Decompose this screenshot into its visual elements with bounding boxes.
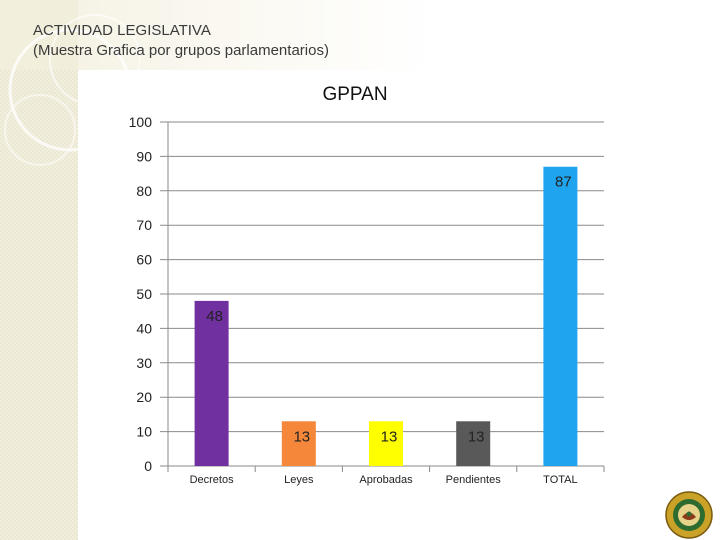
- data-label: 87: [555, 174, 572, 191]
- title-line-2: (Muestra Grafica por grupos parlamentari…: [33, 42, 329, 59]
- bar-leyes: [281, 421, 316, 466]
- y-tick-label: 100: [129, 114, 153, 130]
- slide-title: ACTIVIDAD LEGISLATIVA (Muestra Grafica p…: [33, 21, 329, 61]
- bar-pendientes: [456, 421, 491, 466]
- chart-title: GPPAN: [322, 84, 387, 105]
- y-tick-label: 70: [136, 217, 152, 233]
- y-tick-label: 90: [136, 148, 152, 164]
- y-tick-label: 20: [136, 389, 152, 405]
- x-tick-label: TOTAL: [543, 474, 577, 486]
- title-line-1: ACTIVIDAD LEGISLATIVA: [33, 22, 211, 39]
- y-tick-label: 0: [144, 458, 152, 474]
- x-tick-label: Decretos: [190, 474, 235, 486]
- y-tick-label: 80: [136, 183, 152, 199]
- y-tick-label: 60: [136, 252, 152, 268]
- data-label: 13: [468, 428, 485, 445]
- bar-decretos: [194, 300, 229, 466]
- x-tick-label: Leyes: [284, 474, 314, 486]
- x-tick-label: Pendientes: [446, 474, 502, 486]
- data-label: 48: [206, 308, 223, 325]
- side-band-decoration: [0, 0, 78, 540]
- data-label: 13: [293, 428, 310, 445]
- bar-aprobadas: [369, 421, 403, 466]
- y-tick-label: 40: [136, 320, 152, 336]
- congress-seal-logo: [665, 491, 713, 539]
- decorative-circles: [4, 14, 140, 166]
- y-tick-label: 50: [136, 286, 152, 302]
- bar-total: [543, 166, 578, 466]
- x-tick-label: Aprobadas: [359, 474, 413, 486]
- data-label: 13: [381, 428, 398, 445]
- y-tick-label: 30: [136, 355, 152, 371]
- y-tick-label: 10: [136, 424, 152, 440]
